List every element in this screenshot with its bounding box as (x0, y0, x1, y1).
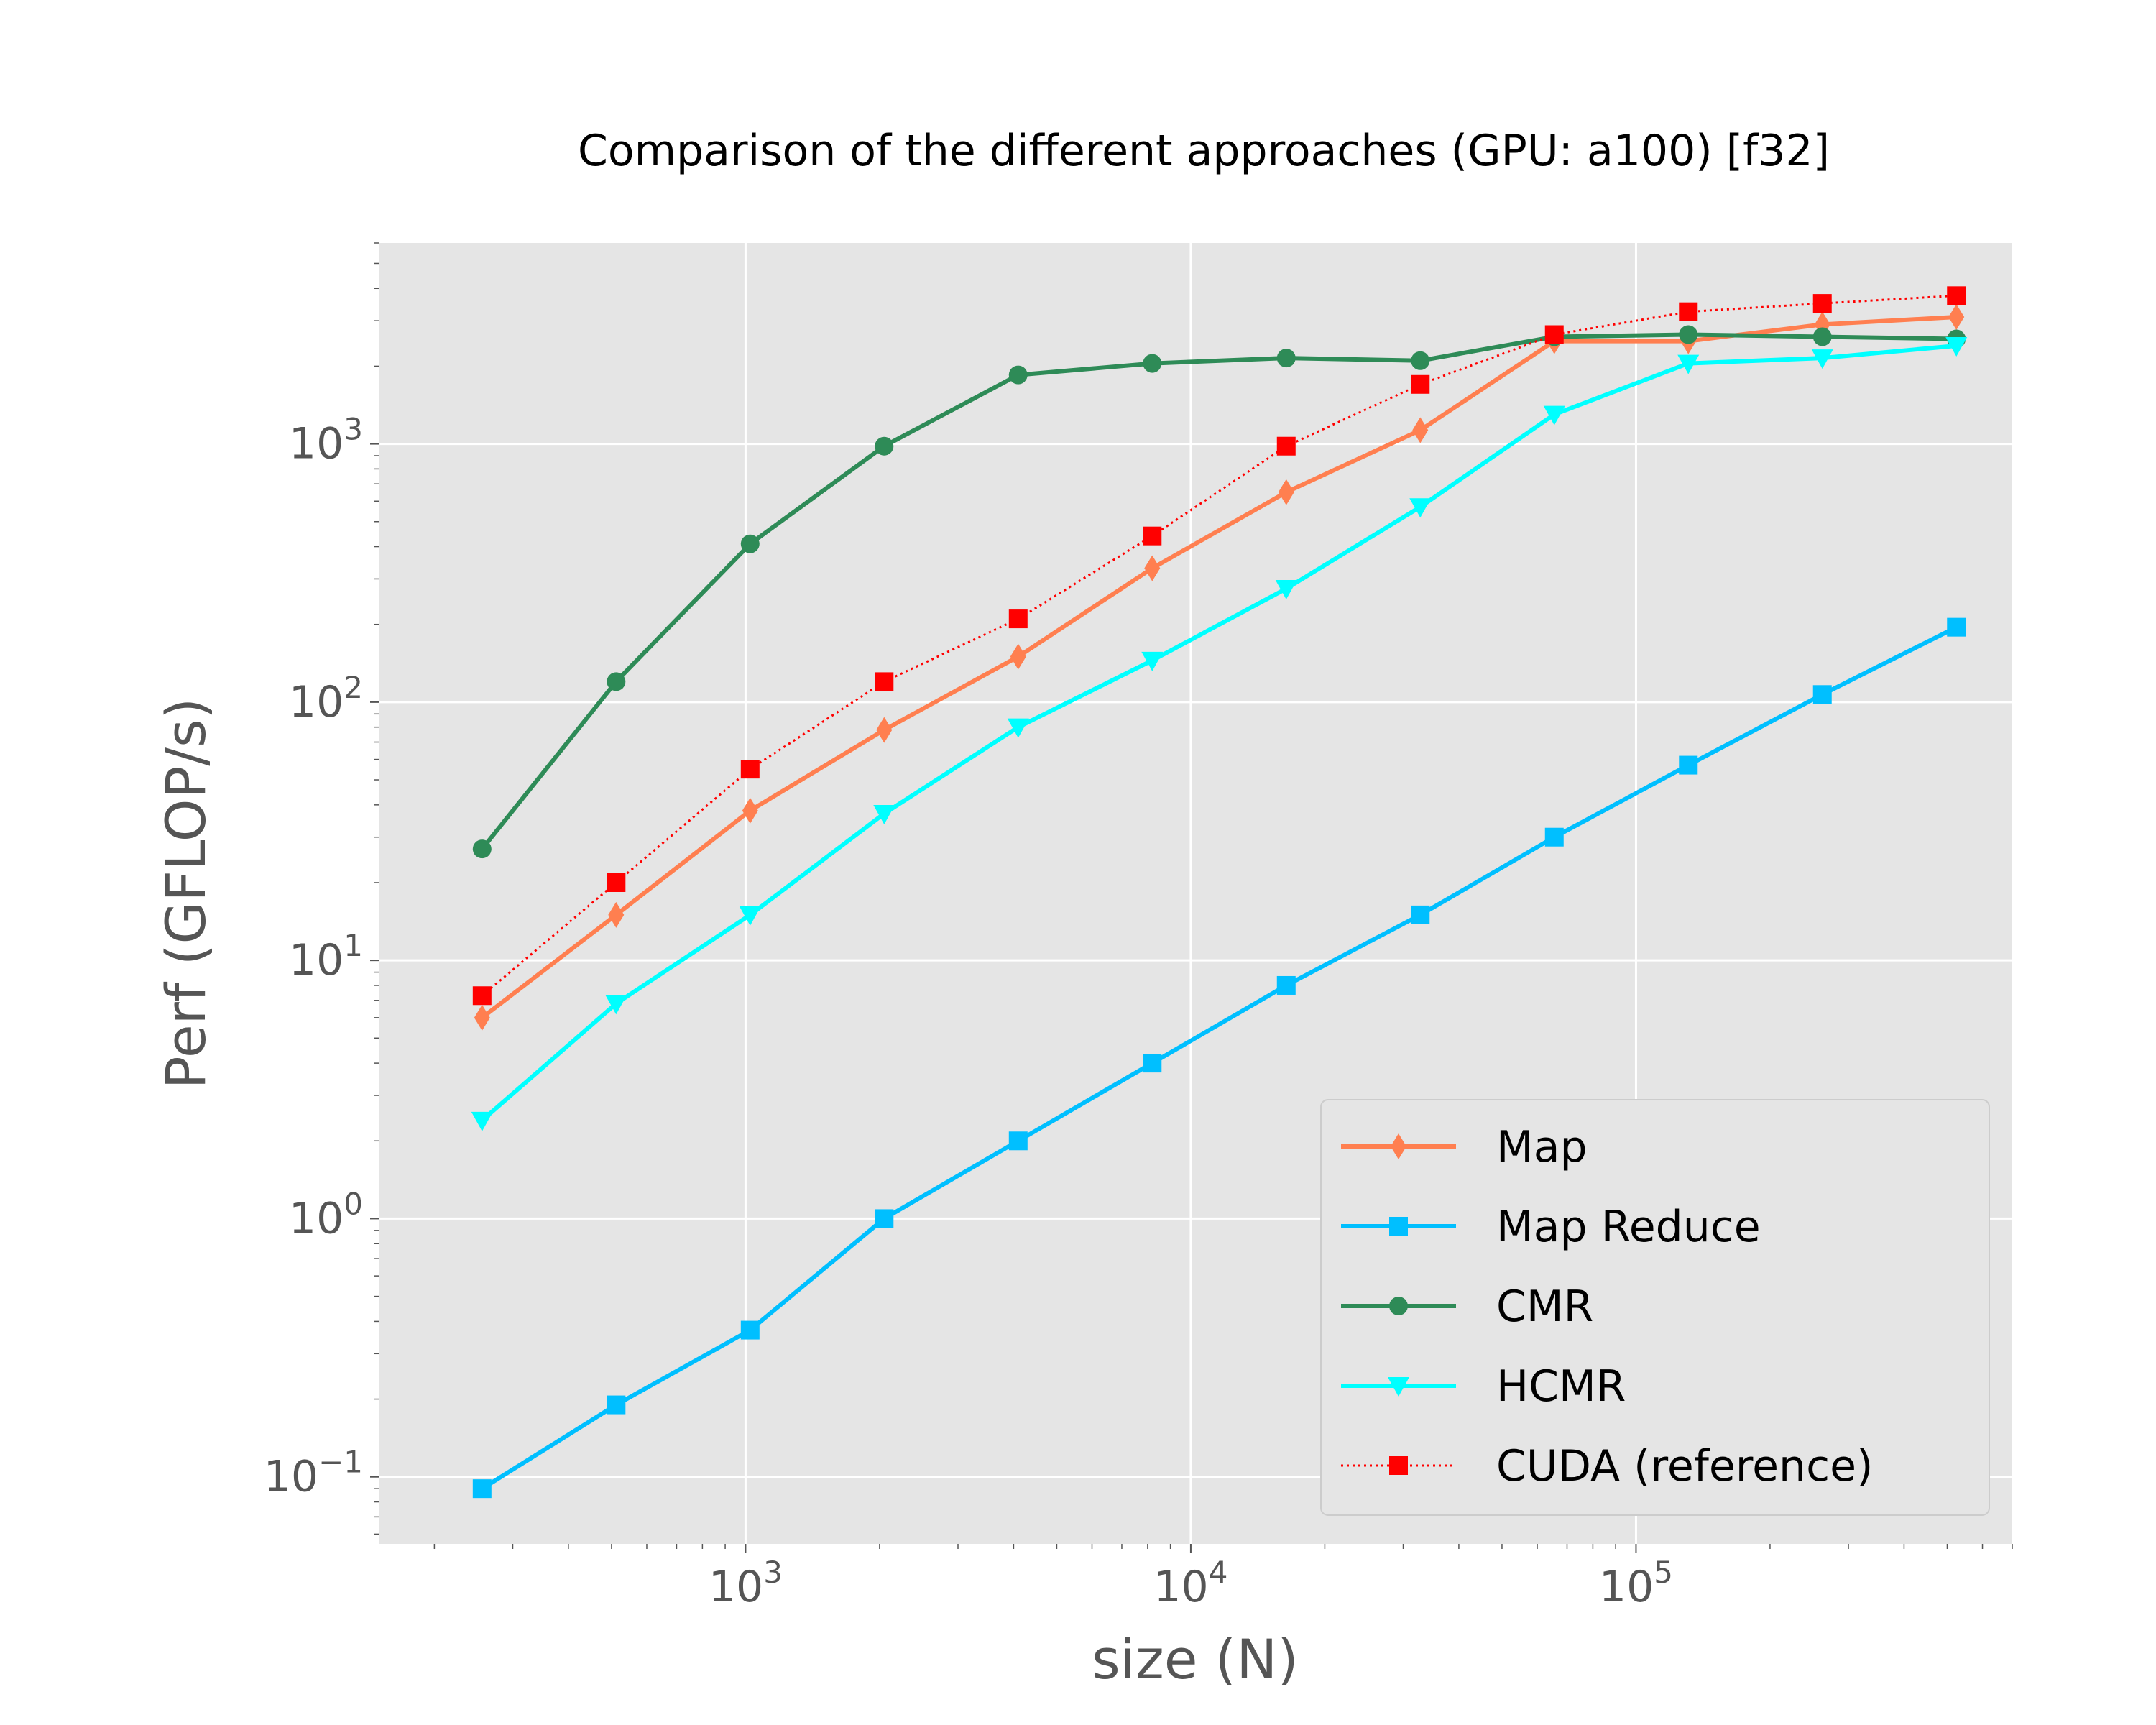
data-point (1947, 286, 1966, 305)
data-point (875, 672, 894, 691)
data-point (1679, 755, 1698, 775)
data-point (471, 1111, 493, 1131)
data-point (1677, 354, 1700, 374)
legend-marker (1388, 1377, 1409, 1397)
data-point (607, 1395, 626, 1414)
data-point (1948, 304, 1965, 331)
legend-item: CMR (1341, 1282, 1593, 1332)
y-axis-label: Perf (GFLOP/s) (154, 698, 218, 1089)
data-point (1010, 643, 1026, 670)
data-point (1679, 325, 1698, 344)
data-point (1544, 325, 1564, 344)
data-point (1411, 351, 1430, 370)
series-4 (472, 286, 1966, 1006)
legend-marker (1389, 1297, 1408, 1315)
data-point (607, 873, 626, 892)
legend-item: Map (1341, 1122, 1588, 1172)
legend-item: HCMR (1341, 1361, 1626, 1412)
data-point (1811, 349, 1833, 369)
legend-frame (1320, 1099, 1990, 1516)
series-line (481, 625, 1958, 1491)
data-point (1143, 354, 1162, 373)
x-tick-label: 103 (709, 1555, 783, 1612)
data-point (1812, 327, 1832, 346)
data-point (474, 1004, 490, 1031)
data-point (472, 1479, 492, 1499)
legend: Map Map Reduce CMR HCMR CUDA (reference) (1320, 1099, 1990, 1516)
data-point (1143, 526, 1162, 546)
x-axis-label: size (N) (1092, 1627, 1299, 1691)
legend-marker (1389, 1456, 1408, 1475)
legend-label: Map (1496, 1122, 1588, 1172)
chart-title: Comparison of the different approaches (… (578, 126, 1830, 176)
data-point (1008, 365, 1028, 385)
data-point (875, 1209, 894, 1228)
series-0 (474, 304, 1965, 1031)
data-point (608, 901, 625, 928)
data-point (1007, 718, 1029, 738)
data-point (1411, 374, 1430, 394)
legend-label: Map Reduce (1496, 1202, 1761, 1252)
data-point (1008, 1131, 1028, 1151)
data-point (1812, 685, 1832, 704)
data-point (740, 760, 760, 779)
x-axis: 103 104 105 (433, 1544, 2013, 1612)
data-point (1141, 651, 1164, 671)
data-point (1945, 336, 1968, 356)
y-tick-label: 102 (289, 670, 363, 727)
x-tick-label: 105 (1599, 1555, 1673, 1612)
x-tick-label: 104 (1153, 1555, 1227, 1612)
series-1 (472, 617, 1966, 1499)
series-layer (471, 286, 1968, 1499)
data-point (742, 797, 758, 824)
series-line (481, 294, 1957, 997)
series-line (480, 344, 1957, 1123)
legend-marker (1389, 1217, 1408, 1236)
data-point (739, 906, 761, 926)
series-3 (471, 336, 1968, 1131)
data-point (740, 1320, 760, 1340)
legend-label: CUDA (reference) (1496, 1441, 1873, 1491)
y-axis: 10−1 100 101 102 103 (264, 242, 379, 1535)
legend-item: Map Reduce (1341, 1202, 1761, 1252)
data-point (875, 436, 894, 456)
legend-label: CMR (1496, 1282, 1593, 1332)
data-point (1276, 975, 1296, 995)
legend-label: HCMR (1496, 1361, 1626, 1412)
data-point (1409, 498, 1432, 518)
data-point (605, 995, 627, 1015)
data-point (1412, 417, 1429, 443)
data-point (1543, 405, 1565, 426)
y-tick-label: 103 (289, 412, 363, 469)
data-point (1144, 555, 1161, 581)
data-point (472, 840, 492, 859)
data-point (1947, 617, 1966, 637)
data-point (1544, 827, 1564, 847)
y-tick-label: 101 (289, 928, 363, 985)
data-point (876, 717, 893, 743)
data-point (472, 986, 492, 1006)
data-point (1278, 479, 1294, 505)
series-line (480, 315, 1957, 1020)
legend-item: CUDA (reference) (1341, 1441, 1873, 1491)
y-tick-label: 100 (289, 1186, 363, 1243)
y-tick-label: 10−1 (264, 1445, 363, 1502)
data-point (1812, 294, 1832, 313)
data-point (607, 672, 626, 691)
data-point (873, 805, 895, 825)
data-point (1679, 302, 1698, 321)
legend-marker (1391, 1133, 1406, 1159)
data-point (740, 534, 760, 553)
data-point (1008, 610, 1028, 629)
data-point (1411, 905, 1430, 924)
data-point (1275, 580, 1297, 600)
data-point (1276, 349, 1296, 368)
series-line (480, 332, 1957, 851)
data-point (1276, 436, 1296, 456)
data-point (1143, 1054, 1162, 1073)
